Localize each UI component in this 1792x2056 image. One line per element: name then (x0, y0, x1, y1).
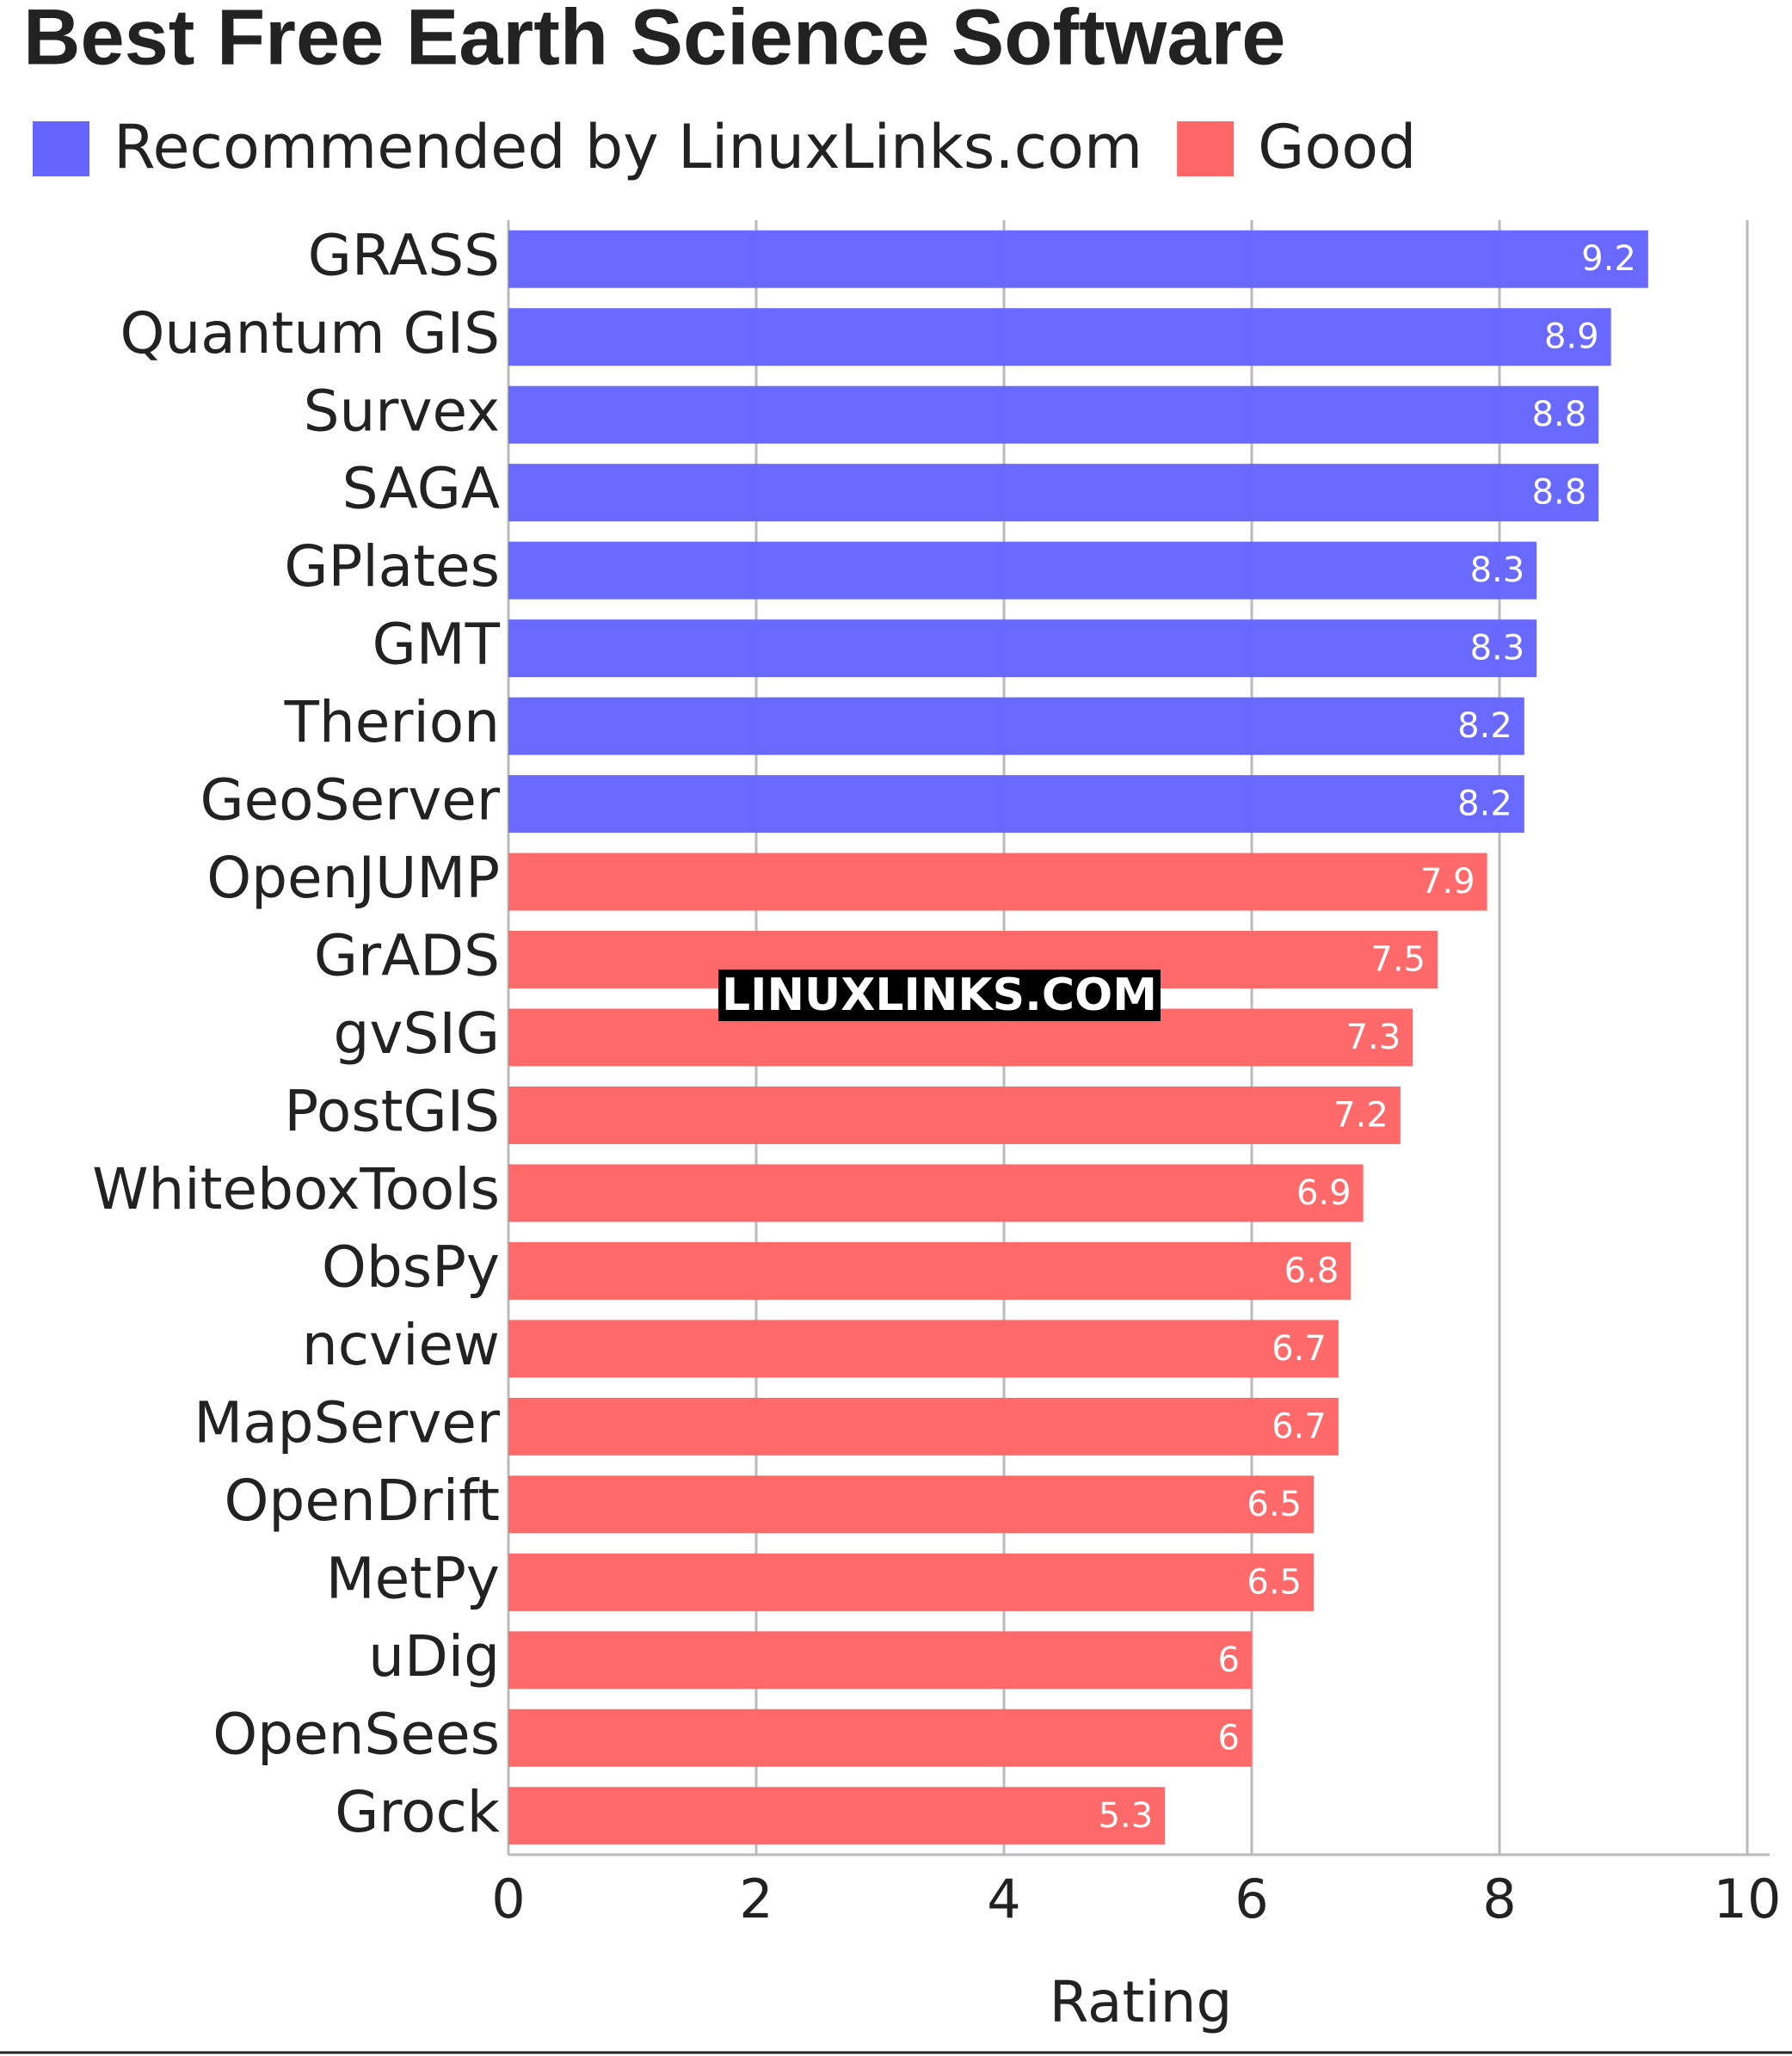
y-tick-label: MapServer (194, 1389, 501, 1456)
bar (508, 619, 1537, 678)
legend-swatch (33, 121, 89, 176)
bar (508, 1241, 1352, 1300)
bar (508, 1475, 1314, 1534)
y-tick-label: GrADS (314, 923, 500, 989)
bar (508, 697, 1524, 755)
value-label: 8.8 (1532, 473, 1587, 513)
bar (508, 1397, 1339, 1456)
bar (508, 464, 1599, 522)
legend-label: Good (1258, 112, 1416, 182)
y-tick-label: Grock (335, 1779, 500, 1845)
y-tick-label: ObsPy (322, 1234, 500, 1300)
value-label: 8.2 (1457, 785, 1512, 824)
bar (508, 1631, 1252, 1690)
value-label: 7.2 (1333, 1095, 1389, 1135)
y-tick-label: OpenJUMP (206, 845, 500, 911)
value-label: 6.8 (1284, 1251, 1339, 1290)
watermark-bg (718, 970, 1161, 1021)
x-tick-label: 8 (1482, 1868, 1516, 1930)
value-label: 7.3 (1346, 1018, 1401, 1057)
y-tick-label: SAGA (342, 456, 500, 522)
y-tick-label: GRASS (308, 222, 500, 288)
bar (508, 1708, 1252, 1767)
bar (508, 1553, 1314, 1611)
x-tick-label: 2 (739, 1868, 773, 1930)
bar (508, 853, 1487, 911)
y-tick-label: Therion (284, 689, 500, 755)
bar (508, 541, 1537, 600)
value-label: 7.9 (1420, 862, 1475, 902)
value-label: 6 (1218, 1718, 1240, 1757)
y-tick-label: Survex (304, 378, 500, 444)
y-tick-label: Quantum GIS (120, 300, 500, 366)
value-label: 6 (1218, 1640, 1240, 1680)
x-tick-label: 6 (1235, 1868, 1268, 1930)
bar (508, 775, 1524, 834)
y-tick-label: GeoServer (200, 767, 500, 834)
legend-label: Recommended by LinuxLinks.com (114, 112, 1142, 182)
value-label: 8.8 (1532, 395, 1587, 434)
y-tick-label: PostGIS (284, 1079, 500, 1145)
x-axis-label: Rating (1050, 1969, 1233, 2035)
value-label: 8.3 (1470, 551, 1525, 590)
y-tick-label: GMT (373, 612, 501, 678)
bar (508, 230, 1648, 288)
value-label: 8.2 (1457, 706, 1512, 746)
value-label: 6.5 (1247, 1562, 1302, 1602)
legend-swatch (1177, 121, 1235, 176)
y-tick-label: MetPy (326, 1545, 500, 1611)
value-label: 6.7 (1272, 1329, 1327, 1369)
bar (508, 1086, 1401, 1144)
x-tick-label: 0 (491, 1868, 525, 1930)
watermark: LINUXLINKS.COM (722, 970, 1157, 1021)
value-label: 7.5 (1370, 940, 1426, 980)
y-tick-label: GPlates (284, 533, 500, 600)
value-label: 6.5 (1247, 1485, 1302, 1524)
value-label: 5.3 (1099, 1796, 1154, 1836)
y-tick-label: WhiteboxTools (92, 1156, 500, 1222)
y-tick-label: gvSIG (334, 1000, 500, 1067)
y-tick-label: uDig (368, 1623, 500, 1690)
x-tick-label: 4 (987, 1868, 1020, 1930)
value-label: 8.3 (1470, 629, 1525, 668)
bar (508, 1164, 1364, 1222)
y-tick-label: ncview (302, 1312, 500, 1378)
bar (508, 308, 1611, 366)
y-tick-label: OpenDrift (224, 1468, 500, 1534)
bar (508, 1320, 1339, 1378)
x-tick-label: 10 (1714, 1868, 1782, 1930)
value-label: 8.9 (1544, 317, 1599, 357)
y-tick-label: OpenSees (212, 1701, 500, 1767)
bar (508, 385, 1599, 444)
chart-title: Best Free Earth Science Software (23, 0, 1285, 81)
value-label: 9.2 (1581, 239, 1636, 279)
value-label: 6.7 (1272, 1407, 1327, 1446)
bar (508, 1787, 1166, 1845)
value-label: 6.9 (1296, 1173, 1352, 1213)
